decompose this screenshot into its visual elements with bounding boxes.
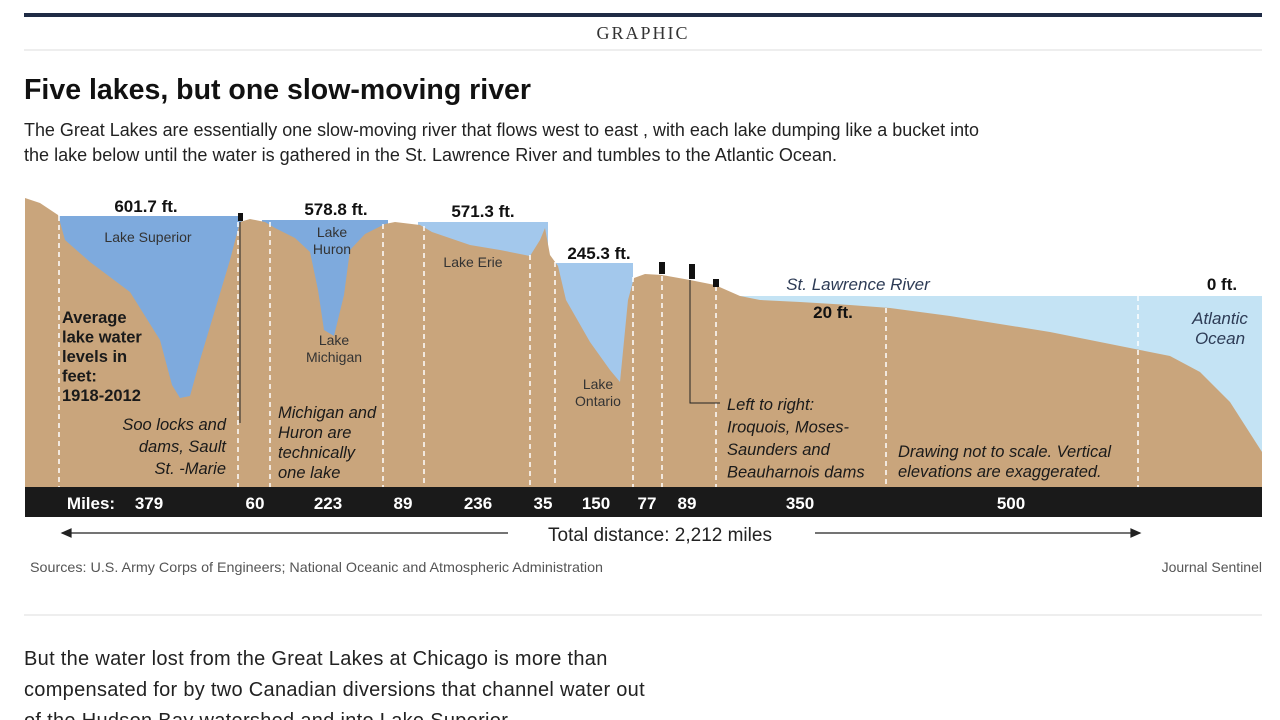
callout-line — [689, 280, 720, 404]
graphic-title: Five lakes, but one slow-moving river — [24, 74, 531, 106]
miles-value: 379 — [135, 494, 163, 513]
credit: Journal Sentinel — [1162, 559, 1262, 575]
elevation-label: 0 ft. — [1207, 275, 1237, 294]
description-line: the lake below until the water is gather… — [24, 145, 837, 165]
sources: Sources: U.S. Army Corps of Engineers; N… — [30, 559, 603, 575]
text-line: dams, Sault — [139, 438, 228, 456]
miles-value: 500 — [997, 494, 1025, 513]
miles-label: Miles: — [67, 494, 115, 513]
total-distance: Total distance: 2,212 miles — [548, 525, 772, 546]
text-line: Drawing not to scale. Vertical — [898, 443, 1112, 461]
text-line: one lake — [278, 464, 340, 482]
section-label: GRAPHIC — [596, 23, 689, 43]
land — [25, 198, 1262, 487]
text-line: feet: — [62, 368, 97, 386]
text-line: Beauharnois dams — [727, 464, 865, 482]
note: Michigan and Huron are technically one lake — [278, 404, 377, 482]
description-line: The Great Lakes are essentially one slow… — [24, 120, 979, 140]
text-line: Lake — [319, 332, 350, 348]
water-label: Lake Huron — [313, 224, 351, 257]
text-line: Iroquois, Moses- — [727, 419, 849, 437]
text-line: Michigan and — [278, 404, 377, 422]
text-line: Average — [62, 309, 127, 327]
miles-value: 77 — [638, 494, 657, 513]
profile — [25, 198, 1262, 517]
text-line: Left to right: — [727, 396, 814, 414]
miles-value: 89 — [678, 494, 697, 513]
text-line: Huron — [313, 241, 351, 257]
text-line: Huron are — [278, 424, 351, 442]
text-line: St. -Marie — [154, 460, 226, 478]
miles-value: 223 — [314, 494, 342, 513]
note: Average lake water levels in feet: 1918-2012 — [62, 309, 142, 405]
text-line: Lake — [317, 224, 348, 240]
note: Drawing not to scale. Vertical elevations… — [898, 443, 1112, 481]
text-line: 1918-2012 — [62, 387, 141, 405]
water-label: Atlantic Ocean — [1191, 309, 1248, 348]
water-label: Lake Superior — [104, 229, 192, 245]
note: Left to right: Iroquois, Moses- Saunders a… — [727, 396, 865, 482]
miles-value: 89 — [394, 494, 413, 513]
miles-bar — [25, 487, 1262, 517]
text-line: Lake Superior — [104, 229, 192, 245]
elevation-label: 601.7 ft. — [114, 197, 177, 216]
paragraph-line: compensated for by two Canadian diversio… — [24, 679, 645, 701]
distance-arrows — [60, 528, 1142, 538]
elevation-label: 245.3 ft. — [567, 244, 630, 263]
top-rule — [24, 13, 1262, 17]
elevation-label: 571.3 ft. — [451, 202, 514, 221]
miles-value: 60 — [246, 494, 265, 513]
elevation-label: 20 ft. — [813, 303, 853, 322]
miles-value: 236 — [464, 494, 492, 513]
miles-value: 350 — [786, 494, 814, 513]
text-line: Lake Erie — [443, 254, 502, 270]
text-line: Ocean — [1195, 329, 1245, 348]
text-line: Michigan — [306, 349, 362, 365]
miles-value: 150 — [582, 494, 610, 513]
text-line: elevations are exaggerated. — [898, 463, 1102, 481]
text-line: Atlantic — [1191, 309, 1248, 328]
dams — [238, 213, 719, 287]
text-line: Lake — [583, 376, 614, 392]
text-line: Soo locks and — [122, 416, 226, 434]
miles-value: 35 — [534, 494, 553, 513]
text-line: Ontario — [575, 393, 621, 409]
text-line: St. Lawrence River — [786, 275, 931, 294]
water-label: Lake Michigan — [306, 332, 362, 365]
text-line: levels in — [62, 348, 127, 366]
elevation-label: 578.8 ft. — [304, 200, 367, 219]
note: Soo locks and dams, Sault St. -Marie — [122, 416, 227, 478]
paragraph-line: of the Hudson Bay watershed and into Lak… — [24, 710, 513, 720]
text-line: lake water — [62, 329, 142, 347]
text-line: technically — [278, 444, 357, 462]
water-label: Lake Erie — [443, 254, 502, 270]
water-label: St. Lawrence River — [786, 275, 931, 294]
water-label: Lake Ontario — [575, 376, 621, 409]
paragraph-line: But the water lost from the Great Lakes … — [24, 648, 608, 670]
segment-dividers — [58, 216, 1139, 517]
text-line: Saunders and — [727, 441, 831, 459]
